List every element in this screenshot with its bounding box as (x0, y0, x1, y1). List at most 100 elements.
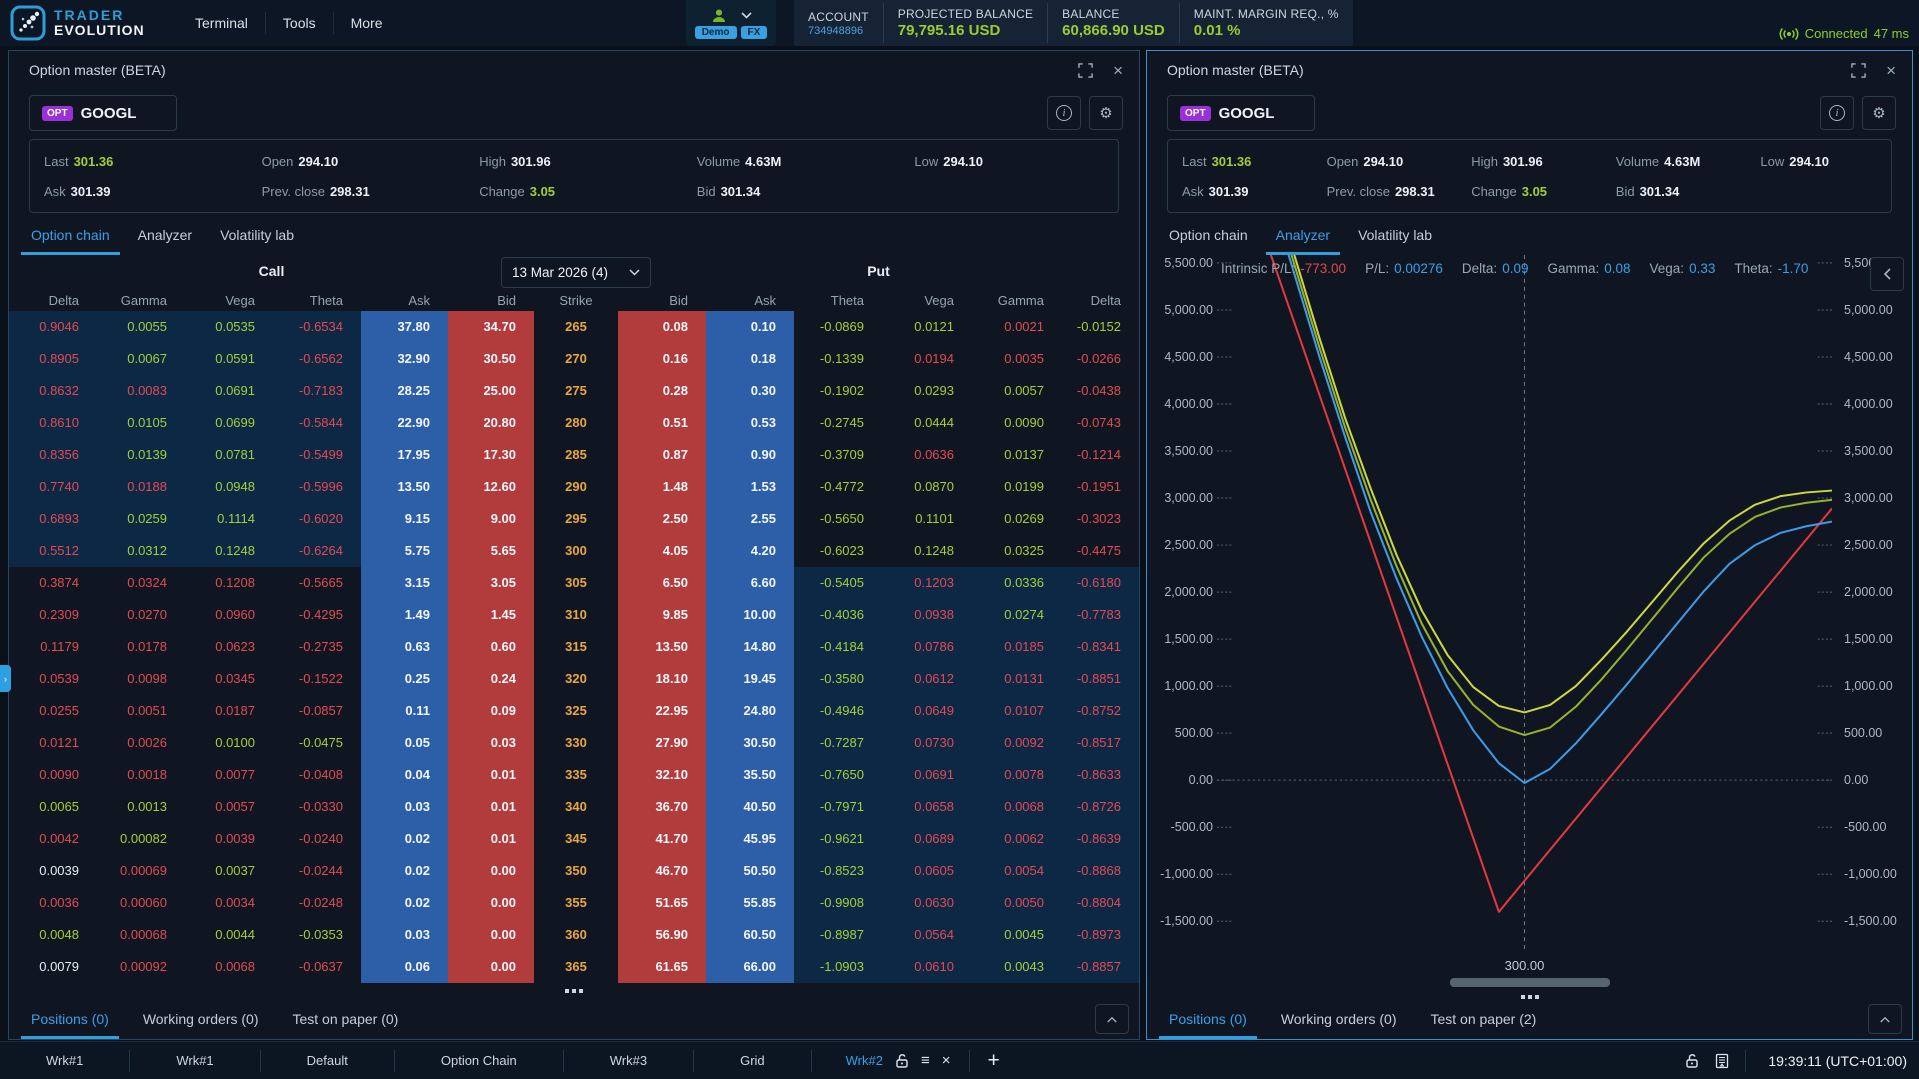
put-ask-cell[interactable]: 24.80 (706, 695, 794, 727)
put-bid-cell[interactable]: 2.50 (618, 503, 706, 535)
call-bid-cell[interactable]: 34.70 (448, 311, 534, 343)
account-widget[interactable]: Demo FX (686, 0, 776, 46)
put-bid-cell[interactable]: 61.65 (618, 951, 706, 983)
call-ask-cell[interactable]: 0.11 (361, 695, 448, 727)
close-icon[interactable]: × (1113, 60, 1123, 80)
collapsed-panel-arrow[interactable]: › (0, 665, 11, 692)
put-ask-cell[interactable]: 2.55 (706, 503, 794, 535)
put-bid-cell[interactable]: 51.65 (618, 887, 706, 919)
call-ask-cell[interactable]: 37.80 (361, 311, 448, 343)
call-ask-cell[interactable]: 0.03 (361, 919, 448, 951)
call-ask-cell[interactable]: 3.15 (361, 567, 448, 599)
put-ask-cell[interactable]: 30.50 (706, 727, 794, 759)
close-icon[interactable]: × (1886, 60, 1896, 80)
put-ask-cell[interactable]: 19.45 (706, 663, 794, 695)
workspace-tab[interactable]: Default (306, 1052, 348, 1068)
call-bid-cell[interactable]: 5.65 (448, 535, 534, 567)
put-ask-cell[interactable]: 66.00 (706, 951, 794, 983)
call-ask-cell[interactable]: 0.02 (361, 887, 448, 919)
call-ask-cell[interactable]: 22.90 (361, 407, 448, 439)
put-ask-cell[interactable]: 0.10 (706, 311, 794, 343)
call-bid-cell[interactable]: 20.80 (448, 407, 534, 439)
call-bid-cell[interactable]: 0.00 (448, 919, 534, 951)
call-bid-cell[interactable]: 0.01 (448, 823, 534, 855)
settings-button[interactable]: ⚙ (1862, 96, 1896, 130)
chart-range-handle[interactable] (1520, 995, 1539, 999)
chart-scrollbar[interactable] (1449, 978, 1610, 987)
call-ask-cell[interactable]: 0.25 (361, 663, 448, 695)
journal-icon[interactable] (1715, 1053, 1729, 1069)
tab-option-chain[interactable]: Option chain (1169, 227, 1248, 243)
symbol-selector[interactable]: OPT GOOGL (1167, 95, 1315, 131)
call-bid-cell[interactable]: 0.03 (448, 727, 534, 759)
call-bid-cell[interactable]: 9.00 (448, 503, 534, 535)
workspace-tab-active[interactable]: Wrk#2 ≡ × (812, 1053, 969, 1069)
call-ask-cell[interactable]: 28.25 (361, 375, 448, 407)
put-bid-cell[interactable]: 0.51 (618, 407, 706, 439)
call-bid-cell[interactable]: 3.05 (448, 567, 534, 599)
collapse-panel-button[interactable] (1870, 257, 1904, 291)
call-ask-cell[interactable]: 32.90 (361, 343, 448, 375)
put-bid-cell[interactable]: 13.50 (618, 631, 706, 663)
call-bid-cell[interactable]: 0.00 (448, 855, 534, 887)
put-bid-cell[interactable]: 56.90 (618, 919, 706, 951)
strike-range-handle[interactable] (565, 989, 583, 993)
call-ask-cell[interactable]: 0.02 (361, 823, 448, 855)
call-ask-cell[interactable]: 0.06 (361, 951, 448, 983)
menu-item-tools[interactable]: Tools (264, 12, 333, 34)
info-button[interactable]: i (1820, 96, 1854, 130)
call-ask-cell[interactable]: 5.75 (361, 535, 448, 567)
put-bid-cell[interactable]: 1.48 (618, 471, 706, 503)
put-ask-cell[interactable]: 55.85 (706, 887, 794, 919)
info-button[interactable]: i (1047, 96, 1081, 130)
workspace-tab[interactable]: Option Chain (440, 1052, 517, 1068)
put-bid-cell[interactable]: 4.05 (618, 535, 706, 567)
workspace-tab[interactable]: Wrk#1 (176, 1052, 214, 1068)
expiry-select[interactable]: 13 Mar 2026 (4) (501, 257, 651, 288)
workspace-tab[interactable]: Wrk#1 (46, 1052, 84, 1068)
call-ask-cell[interactable]: 9.15 (361, 503, 448, 535)
workspace-tab[interactable]: Grid (740, 1052, 765, 1068)
bottom-tab-test-on-paper-0-[interactable]: Test on paper (0) (292, 1011, 399, 1027)
put-bid-cell[interactable]: 36.70 (618, 791, 706, 823)
tab-analyzer[interactable]: Analyzer (1265, 227, 1341, 255)
menu-item-terminal[interactable]: Terminal (195, 15, 248, 31)
put-bid-cell[interactable]: 46.70 (618, 855, 706, 887)
call-bid-cell[interactable]: 0.01 (448, 791, 534, 823)
tab-volatility-lab[interactable]: Volatility lab (1358, 227, 1433, 243)
put-bid-cell[interactable]: 0.16 (618, 343, 706, 375)
put-bid-cell[interactable]: 18.10 (618, 663, 706, 695)
call-ask-cell[interactable]: 0.63 (361, 631, 448, 663)
put-ask-cell[interactable]: 10.00 (706, 599, 794, 631)
menu-item-more[interactable]: More (332, 12, 400, 34)
put-ask-cell[interactable]: 0.53 (706, 407, 794, 439)
menu-icon[interactable]: ≡ (920, 1052, 930, 1069)
call-bid-cell[interactable]: 1.45 (448, 599, 534, 631)
put-bid-cell[interactable]: 41.70 (618, 823, 706, 855)
call-bid-cell[interactable]: 0.24 (448, 663, 534, 695)
bottom-tab-positions-0-[interactable]: Positions (0) (1159, 1011, 1257, 1039)
call-bid-cell[interactable]: 0.09 (448, 695, 534, 727)
put-ask-cell[interactable]: 45.95 (706, 823, 794, 855)
put-ask-cell[interactable]: 0.90 (706, 439, 794, 471)
call-bid-cell[interactable]: 30.50 (448, 343, 534, 375)
put-bid-cell[interactable]: 9.85 (618, 599, 706, 631)
put-ask-cell[interactable]: 0.30 (706, 375, 794, 407)
symbol-selector[interactable]: OPT GOOGL (29, 95, 177, 131)
collapse-bottom-button[interactable] (1868, 1004, 1902, 1034)
put-bid-cell[interactable]: 32.10 (618, 759, 706, 791)
bottom-tab-working-orders-0-[interactable]: Working orders (0) (142, 1011, 259, 1027)
put-ask-cell[interactable]: 6.60 (706, 567, 794, 599)
call-ask-cell[interactable]: 1.49 (361, 599, 448, 631)
lock-open-icon[interactable] (895, 1053, 909, 1069)
put-ask-cell[interactable]: 14.80 (706, 631, 794, 663)
call-bid-cell[interactable]: 25.00 (448, 375, 534, 407)
lock-open-icon[interactable] (1685, 1053, 1699, 1069)
put-ask-cell[interactable]: 4.20 (706, 535, 794, 567)
call-ask-cell[interactable]: 0.05 (361, 727, 448, 759)
call-ask-cell[interactable]: 0.04 (361, 759, 448, 791)
settings-button[interactable]: ⚙ (1089, 96, 1123, 130)
expand-icon[interactable] (1078, 62, 1093, 78)
put-bid-cell[interactable]: 22.95 (618, 695, 706, 727)
tab-option-chain[interactable]: Option chain (21, 227, 120, 255)
